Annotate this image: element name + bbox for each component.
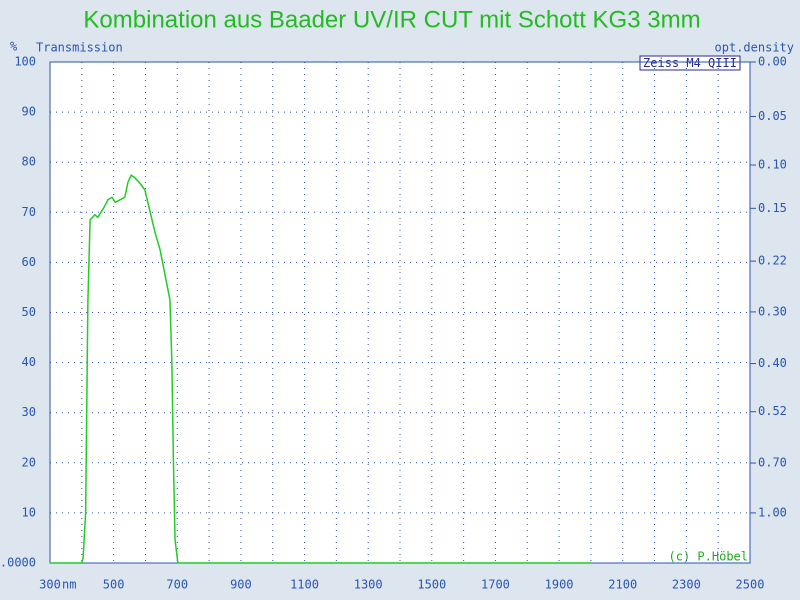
- plot-area: [50, 62, 750, 563]
- y-tick-label: 0.0000: [0, 556, 36, 570]
- y-tick-label: 100: [14, 55, 36, 69]
- y2-tick-label: 0.00: [758, 55, 787, 69]
- y2-axis-label: opt.density: [715, 41, 794, 55]
- y-tick-label: 80: [22, 155, 36, 169]
- y2-tick-label: 0.30: [758, 304, 787, 318]
- y2-tick-label: 0.05: [758, 109, 787, 123]
- x-tick-label: 1100: [290, 578, 319, 592]
- x-tick-label: 700: [166, 578, 188, 592]
- x-tick-label: 1300: [354, 578, 383, 592]
- y-tick-label: 40: [22, 355, 36, 369]
- x-tick-label: 1500: [417, 578, 446, 592]
- y2-tick-label: 0.15: [758, 201, 787, 215]
- x-tick-label: 1900: [545, 578, 574, 592]
- y-tick-label: 10: [22, 505, 36, 519]
- y2-tick-label: 0.52: [758, 404, 787, 418]
- x-tick-label: 1700: [481, 578, 510, 592]
- legend-text: Zeiss M4 QIII: [643, 56, 737, 70]
- legend-box: [639, 55, 741, 71]
- x-tick-label: 500: [103, 578, 125, 592]
- y2-tick-label: 0.22: [758, 254, 787, 268]
- y-tick-label: 60: [22, 255, 36, 269]
- y-unit: %: [10, 40, 18, 54]
- y-tick-label: 90: [22, 105, 36, 119]
- y2-tick-label: 0.70: [758, 456, 787, 470]
- x-tick-label: 2300: [672, 578, 701, 592]
- y2-tick-label: 1.00: [758, 505, 787, 519]
- data-line: [50, 174, 591, 564]
- x-tick-label: 900: [230, 578, 252, 592]
- credit: (c) P.Höbel: [669, 550, 748, 564]
- y-axis-label: Transmission: [36, 41, 123, 55]
- y-tick-label: 20: [22, 455, 36, 469]
- x-axis-label: nm: [62, 578, 76, 592]
- y-tick-label: 70: [22, 205, 36, 219]
- x-tick-label: 2500: [736, 578, 765, 592]
- chart-title: Kombination aus Baader UV/IR CUT mit Sch…: [83, 6, 700, 33]
- y-tick-label: 50: [22, 305, 36, 319]
- y2-tick-label: 0.10: [758, 158, 787, 172]
- y2-tick-label: 0.40: [758, 356, 787, 370]
- y-tick-label: 30: [22, 405, 36, 419]
- x-tick-label: 300: [39, 578, 61, 592]
- x-tick-label: 2100: [608, 578, 637, 592]
